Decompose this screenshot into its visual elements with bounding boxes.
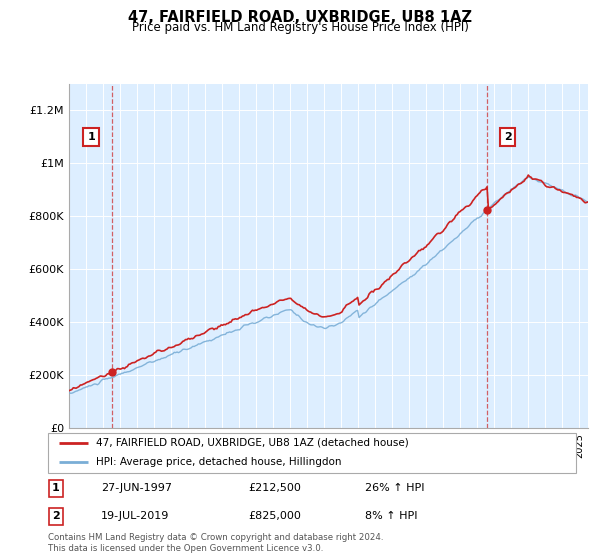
Text: 19-JUL-2019: 19-JUL-2019	[101, 511, 169, 521]
Text: Price paid vs. HM Land Registry's House Price Index (HPI): Price paid vs. HM Land Registry's House …	[131, 21, 469, 34]
Text: 47, FAIRFIELD ROAD, UXBRIDGE, UB8 1AZ (detached house): 47, FAIRFIELD ROAD, UXBRIDGE, UB8 1AZ (d…	[95, 438, 408, 448]
Text: 2: 2	[52, 511, 60, 521]
FancyBboxPatch shape	[48, 433, 576, 473]
Text: 47, FAIRFIELD ROAD, UXBRIDGE, UB8 1AZ: 47, FAIRFIELD ROAD, UXBRIDGE, UB8 1AZ	[128, 10, 472, 25]
Text: 1: 1	[52, 483, 60, 493]
Text: 2: 2	[504, 132, 512, 142]
Text: Contains HM Land Registry data © Crown copyright and database right 2024.
This d: Contains HM Land Registry data © Crown c…	[48, 533, 383, 553]
Text: £212,500: £212,500	[248, 483, 302, 493]
Text: £825,000: £825,000	[248, 511, 302, 521]
Text: 1: 1	[87, 132, 95, 142]
Text: 8% ↑ HPI: 8% ↑ HPI	[365, 511, 418, 521]
Text: 27-JUN-1997: 27-JUN-1997	[101, 483, 172, 493]
Text: 26% ↑ HPI: 26% ↑ HPI	[365, 483, 424, 493]
Text: HPI: Average price, detached house, Hillingdon: HPI: Average price, detached house, Hill…	[95, 457, 341, 467]
